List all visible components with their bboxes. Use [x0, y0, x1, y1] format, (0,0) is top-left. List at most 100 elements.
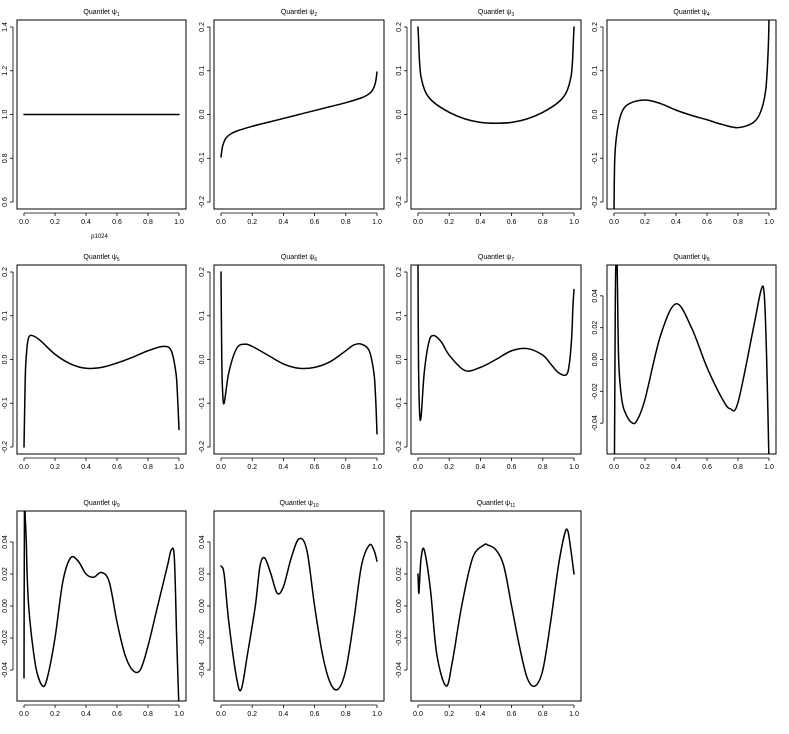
panel-9: Quantlet ψ9 0.0 0.2 0.4 0.6 0.8 1.0 -0.04 -0.02 0…	[2, 500, 187, 718]
x-tick-label: 0.0	[216, 711, 226, 718]
y-tick-label: -0.04	[2, 662, 9, 678]
y-tick-label: 0.00	[199, 599, 206, 613]
panel-title-text: Quantlet ψ	[280, 500, 313, 507]
y-tick-label: 1.2	[2, 66, 9, 76]
y-tick-label: 0.0	[396, 355, 403, 365]
y-tick-label: 0.2	[199, 22, 206, 32]
panel-title: Quantlet ψ11	[477, 500, 516, 509]
y-tick-label: -0.04	[592, 415, 599, 431]
x-tick-label: 1.0	[764, 464, 774, 471]
x-tick-label: 0.0	[216, 219, 226, 226]
y-tick-label: 0.0	[199, 110, 206, 120]
y-tick-label: 0.8	[2, 153, 9, 163]
x-tick-label: 1.0	[372, 464, 382, 471]
y-tick-label: -0.1	[199, 152, 206, 164]
plot-frame	[16, 510, 187, 702]
panel-title-index: 3	[511, 12, 514, 18]
y-tick-label: 0.6	[2, 197, 9, 207]
x-tick-label: 0.2	[444, 219, 454, 226]
panel-title-index: 10	[313, 503, 319, 509]
p1024-label: p1024	[91, 234, 108, 240]
x-tick-label: 0.4	[81, 464, 91, 471]
panel-title-index: 7	[511, 257, 514, 263]
x-tick-label: 0.8	[733, 219, 743, 226]
x-tick-label: 0.2	[50, 464, 60, 471]
x-tick-label: 0.2	[50, 711, 60, 718]
x-tick-label: 0.6	[112, 464, 122, 471]
y-tick-label: 0.04	[396, 535, 403, 549]
x-tick-label: 0.4	[279, 219, 289, 226]
x-tick-label: 0.4	[476, 711, 486, 718]
y-tick-label: 0.02	[199, 567, 206, 581]
panel-title: Quantlet ψ4	[673, 9, 709, 18]
panel-title-text: Quantlet ψ	[83, 254, 116, 261]
quantlet-curve-11	[417, 528, 575, 688]
panel-title: Quantlet ψ9	[83, 500, 119, 509]
x-tick-label: 0.2	[247, 464, 257, 471]
x-tick-label: 0.6	[310, 219, 320, 226]
y-tick-label: 0.2	[396, 267, 403, 277]
panel-title-text: Quantlet ψ	[83, 500, 116, 507]
x-tick-label: 0.0	[413, 219, 423, 226]
panel-3: Quantlet ψ3 0.0 0.2 0.4 0.6 0.8 1.0 -0.2 -0.1 0.0…	[396, 9, 582, 226]
x-tick-label: 0.8	[538, 219, 548, 226]
panel-title-index: 9	[117, 503, 120, 509]
y-tick-label: 0.2	[2, 267, 9, 277]
plot-frame	[16, 19, 187, 210]
x-tick-label: 0.8	[143, 219, 153, 226]
panel-title: Quantlet ψ10	[280, 500, 319, 509]
x-tick-label: 0.0	[609, 219, 619, 226]
plot-frame	[410, 510, 582, 702]
y-tick-label: 0.00	[396, 599, 403, 613]
panel-2: Quantlet ψ2 0.0 0.2 0.4 0.6 0.8 1.0 -0.2 -0.1 0.0…	[199, 9, 385, 226]
x-tick-label: 0.4	[671, 219, 681, 226]
y-tick-label: 1.4	[2, 22, 9, 32]
x-tick-label: 0.0	[19, 219, 29, 226]
x-tick-label: 0.6	[112, 711, 122, 718]
x-tick-label: 0.2	[247, 711, 257, 718]
panel-title-text: Quantlet ψ	[673, 9, 706, 16]
panel-title-text: Quantlet ψ	[478, 9, 511, 16]
x-tick-label: 0.0	[413, 711, 423, 718]
x-tick-label: 0.6	[507, 711, 517, 718]
panel-title: Quantlet ψ1	[83, 9, 119, 18]
panel-7: Quantlet ψ7 0.0 0.2 0.4 0.6 0.8 1.0 -0.2 -0.1 0.0…	[396, 254, 582, 471]
y-tick-label: 0.04	[592, 289, 599, 303]
x-tick-label: 0.6	[702, 219, 712, 226]
plot-frame	[213, 19, 385, 210]
plot-frame	[410, 264, 582, 455]
quantlet-curve-8	[613, 265, 770, 454]
x-tick-label: 0.6	[507, 219, 517, 226]
x-tick-label: 1.0	[372, 711, 382, 718]
panel-title-index: 1	[117, 12, 120, 18]
y-tick-label: 0.1	[396, 66, 403, 76]
y-tick-label: -0.2	[2, 441, 9, 453]
panel-1: Quantlet ψ1 0.0 0.2 0.4 0.6 0.8 1.0 0.6 0.8 1.0 1.…	[2, 9, 187, 240]
y-tick-label: -0.04	[199, 662, 206, 678]
quantlet-curve-6	[220, 271, 378, 435]
y-tick-label: 0.02	[396, 567, 403, 581]
x-tick-label: 0.6	[507, 464, 517, 471]
x-tick-label: 0.4	[81, 711, 91, 718]
quantlet-curve-2	[220, 71, 378, 158]
panel-title-text: Quantlet ψ	[477, 500, 510, 507]
y-tick-label: -0.04	[396, 662, 403, 678]
y-tick-label: -0.1	[396, 397, 403, 409]
quantlet-curve-9	[23, 511, 180, 701]
panel-title-text: Quantlet ψ	[673, 254, 706, 261]
y-tick-label: -0.2	[199, 441, 206, 453]
y-tick-label: -0.02	[199, 630, 206, 646]
y-tick-label: 0.1	[199, 311, 206, 321]
x-tick-label: 0.4	[279, 464, 289, 471]
quantlet-curve-3	[417, 26, 575, 124]
x-tick-label: 0.6	[112, 219, 122, 226]
y-tick-label: -0.2	[396, 441, 403, 453]
y-tick-label: 1.0	[2, 110, 9, 120]
y-tick-label: -0.1	[2, 397, 9, 409]
y-tick-label: 0.04	[2, 535, 9, 549]
panel-title-index: 2	[314, 12, 317, 18]
panel-title-index: 4	[707, 12, 710, 18]
panel-title: Quantlet ψ5	[83, 254, 119, 263]
x-tick-label: 1.0	[174, 219, 184, 226]
x-tick-label: 0.8	[538, 711, 548, 718]
